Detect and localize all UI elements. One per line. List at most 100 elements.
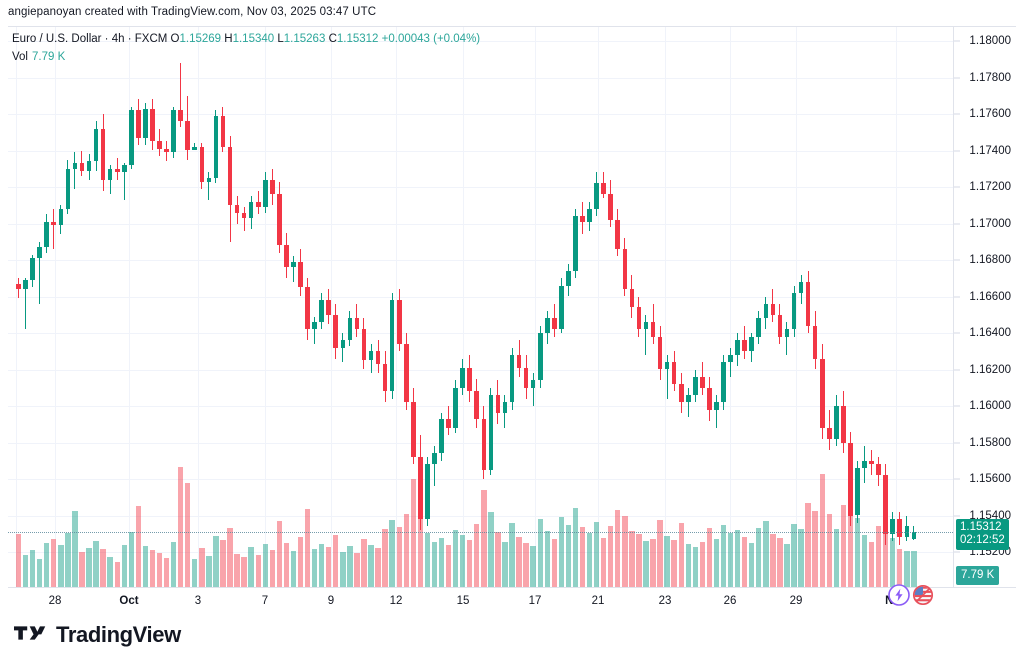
volume-bar [213,536,219,587]
candle-body [291,261,296,268]
candle-body [340,340,346,348]
candle-wick [532,373,534,406]
price-tick-label: 1.16600 [969,290,1011,303]
time-tick-label: 12 [389,595,403,607]
candle-body [685,395,691,403]
volume-bar [283,542,290,587]
price-tick-mark [954,478,960,480]
candle-body [411,402,416,458]
gridline-vertical [265,27,266,587]
chart-legend[interactable]: Euro / U.S. Dollar · 4h · FXCM O1.15269 … [12,31,480,65]
volume-bar [248,547,254,587]
candle-wick [292,256,294,282]
candle-wick [53,208,55,250]
lightning-bolt-icon[interactable] [888,584,910,606]
chart-container[interactable]: Euro / U.S. Dollar · 4h · FXCM O1.15269 … [8,26,1016,613]
candle-body [721,362,726,403]
legend-open-label: O [170,33,180,45]
volume-bar [840,504,847,587]
candle-body [446,418,451,428]
candle-body [178,110,183,122]
chart-plot-area[interactable] [8,27,953,587]
candle-body [608,194,614,220]
candle-body [650,322,656,337]
price-tick-mark [954,259,960,261]
candle-body [333,314,339,348]
volume-bar [333,535,339,587]
volume-bar [128,531,135,587]
legend-high-label: H [224,33,233,45]
current-volume-value: 7.79 K [961,569,995,581]
volume-bar [163,558,170,587]
candle-body [481,418,487,470]
price-tick-label: 1.16000 [969,400,1011,412]
volume-bar [269,549,276,587]
volume-bar [347,545,353,587]
candle-body [770,303,776,315]
volume-bar [699,541,706,587]
candle-body [862,460,867,469]
volume-bar [86,547,92,587]
volume-bar [565,525,572,587]
candle-wick [645,314,647,355]
gridline-vertical [796,27,797,587]
chart-corner-icons[interactable] [888,584,934,606]
us-flag-no-data-icon[interactable] [912,584,934,606]
candle-body [347,318,353,341]
candle-body [488,395,494,470]
candle-body [93,128,99,162]
candle-body [791,292,797,330]
volume-bar [44,543,50,587]
gridline-horizontal [8,333,953,334]
volume-bar [636,534,642,587]
legend-symbol[interactable]: Euro / U.S. Dollar [12,33,102,45]
candle-body [284,245,289,268]
volume-bar [438,538,445,587]
gridline-vertical [598,27,599,587]
volume-bar [706,528,713,587]
time-tick-label: 17 [528,595,542,607]
candle-wick [39,241,41,304]
candle-body [559,285,564,330]
candle-wick [180,62,182,127]
candle-body [714,402,719,410]
candle-body [425,464,430,520]
candle-body [368,351,374,361]
volume-bar [678,522,684,587]
candle-body [382,364,388,392]
price-tick-mark [954,40,960,42]
price-axis[interactable]: 1.18000 1.17800 1.17600 1.17400 1.17200 1.170… [953,27,1016,587]
candle-body [389,300,395,392]
legend-interval[interactable]: 4h [111,33,125,45]
candle-body [171,110,176,153]
candle-body [114,168,120,173]
candle-body [594,183,599,209]
volume-bar [826,514,832,587]
candle-body [375,351,381,365]
time-tick-label: 3 [194,595,202,607]
volume-bar [452,529,459,587]
current-volume-badge[interactable]: 7.79 K [956,566,1000,585]
volume-bar [741,536,748,587]
candle-body [86,161,92,171]
volume-bar [15,533,22,587]
legend-close-label: C [328,33,337,45]
time-tick-label: 23 [658,595,672,607]
candle-wick [666,354,668,399]
candle-body [523,367,529,388]
candle-body [834,406,839,439]
volume-bar [262,544,268,587]
volume-bar [516,537,522,587]
volume-bar [622,515,628,587]
volume-bar [474,524,480,587]
legend-ohlc-row: Euro / U.S. Dollar · 4h · FXCM O1.15269 … [12,31,480,47]
current-price-badge[interactable]: 1.15312 02:12:52 [956,518,1009,550]
candle-body [23,280,28,290]
candle-body [826,427,832,439]
volume-bar [551,539,558,587]
time-axis[interactable]: 28Oct37912151721232629Nov [8,587,1016,614]
volume-bar [756,527,762,587]
candle-body [227,146,233,206]
volume-bar [558,516,565,587]
volume-bar [121,545,127,587]
